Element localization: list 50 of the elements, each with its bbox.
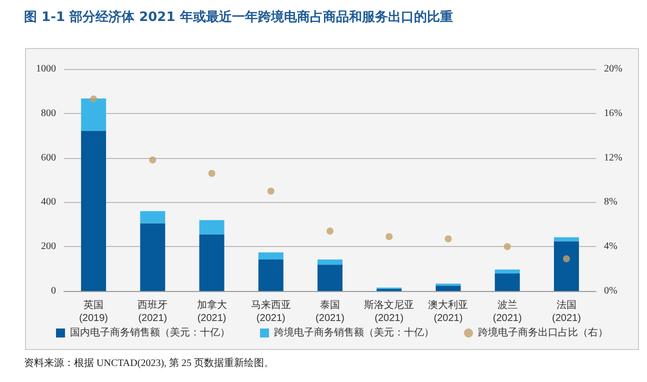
point [444,235,452,242]
x-tick-label: 澳大利亚 (2021) [428,299,468,324]
bar [258,259,284,291]
text: 资料来源：根据 UNCTAD(2023), 第 25 页数据重新绘图。 [24,356,274,370]
y-tick-label: 400 [41,196,56,208]
bar [494,269,520,274]
y-tick-label: 600 [41,152,56,164]
y2-tick-label: 16% [604,108,622,119]
bar [199,234,224,291]
legend-label: 跨境电子商务出口占比（右） [478,326,608,338]
x-tick-label: 波兰 (2021) [492,299,522,324]
y2-tick-label: 4% [604,241,618,252]
y2-tick-label: 12% [604,152,622,164]
point [504,243,511,250]
bar [554,241,579,291]
point [386,233,393,240]
bar [318,259,342,265]
bar [199,220,224,234]
bar [81,98,106,131]
x-tick-label: 泰国 (2021) [316,300,344,324]
x-tick-label: 西班牙 (2021) [138,299,168,324]
legend-label: 跨境电子商务销售额（美元：十亿） [274,326,434,338]
point [208,170,216,177]
chart-title: 图 1-1 部分经济体 2021 年或最近一年跨境电商占商品和服务出口的比重 [24,8,453,26]
point [149,156,156,164]
y2-tick-label: 0% [604,286,618,296]
x-tick-label: 法国 (2021) [552,299,581,324]
y2-tick-label: 8% [604,196,618,208]
x-tick-label: 英国 (2019) [79,299,108,324]
y-tick-label: 1000 [36,64,56,74]
x-tick-label: 马来西亚 (2021) [250,299,291,324]
bar [258,252,284,260]
legend-label: 国内电子商务销售额（美元：十亿） [70,326,230,338]
point [90,95,98,102]
bar [318,264,342,291]
y-tick-label: 200 [41,241,56,252]
x-tick-label: 斯洛文尼亚 (2021) [364,299,414,324]
bar [554,237,579,242]
bar [81,130,106,291]
y2-tick-label: 20% [604,64,622,74]
point [562,255,570,262]
y-tick-label: 800 [41,108,56,119]
x-tick-label: 加拿大 (2021) [196,299,227,324]
bar [494,273,520,291]
bar [140,211,166,224]
y-tick-label: 0 [51,286,56,296]
point [267,188,274,195]
bar [436,286,461,291]
bar [140,223,166,291]
point [326,228,334,235]
